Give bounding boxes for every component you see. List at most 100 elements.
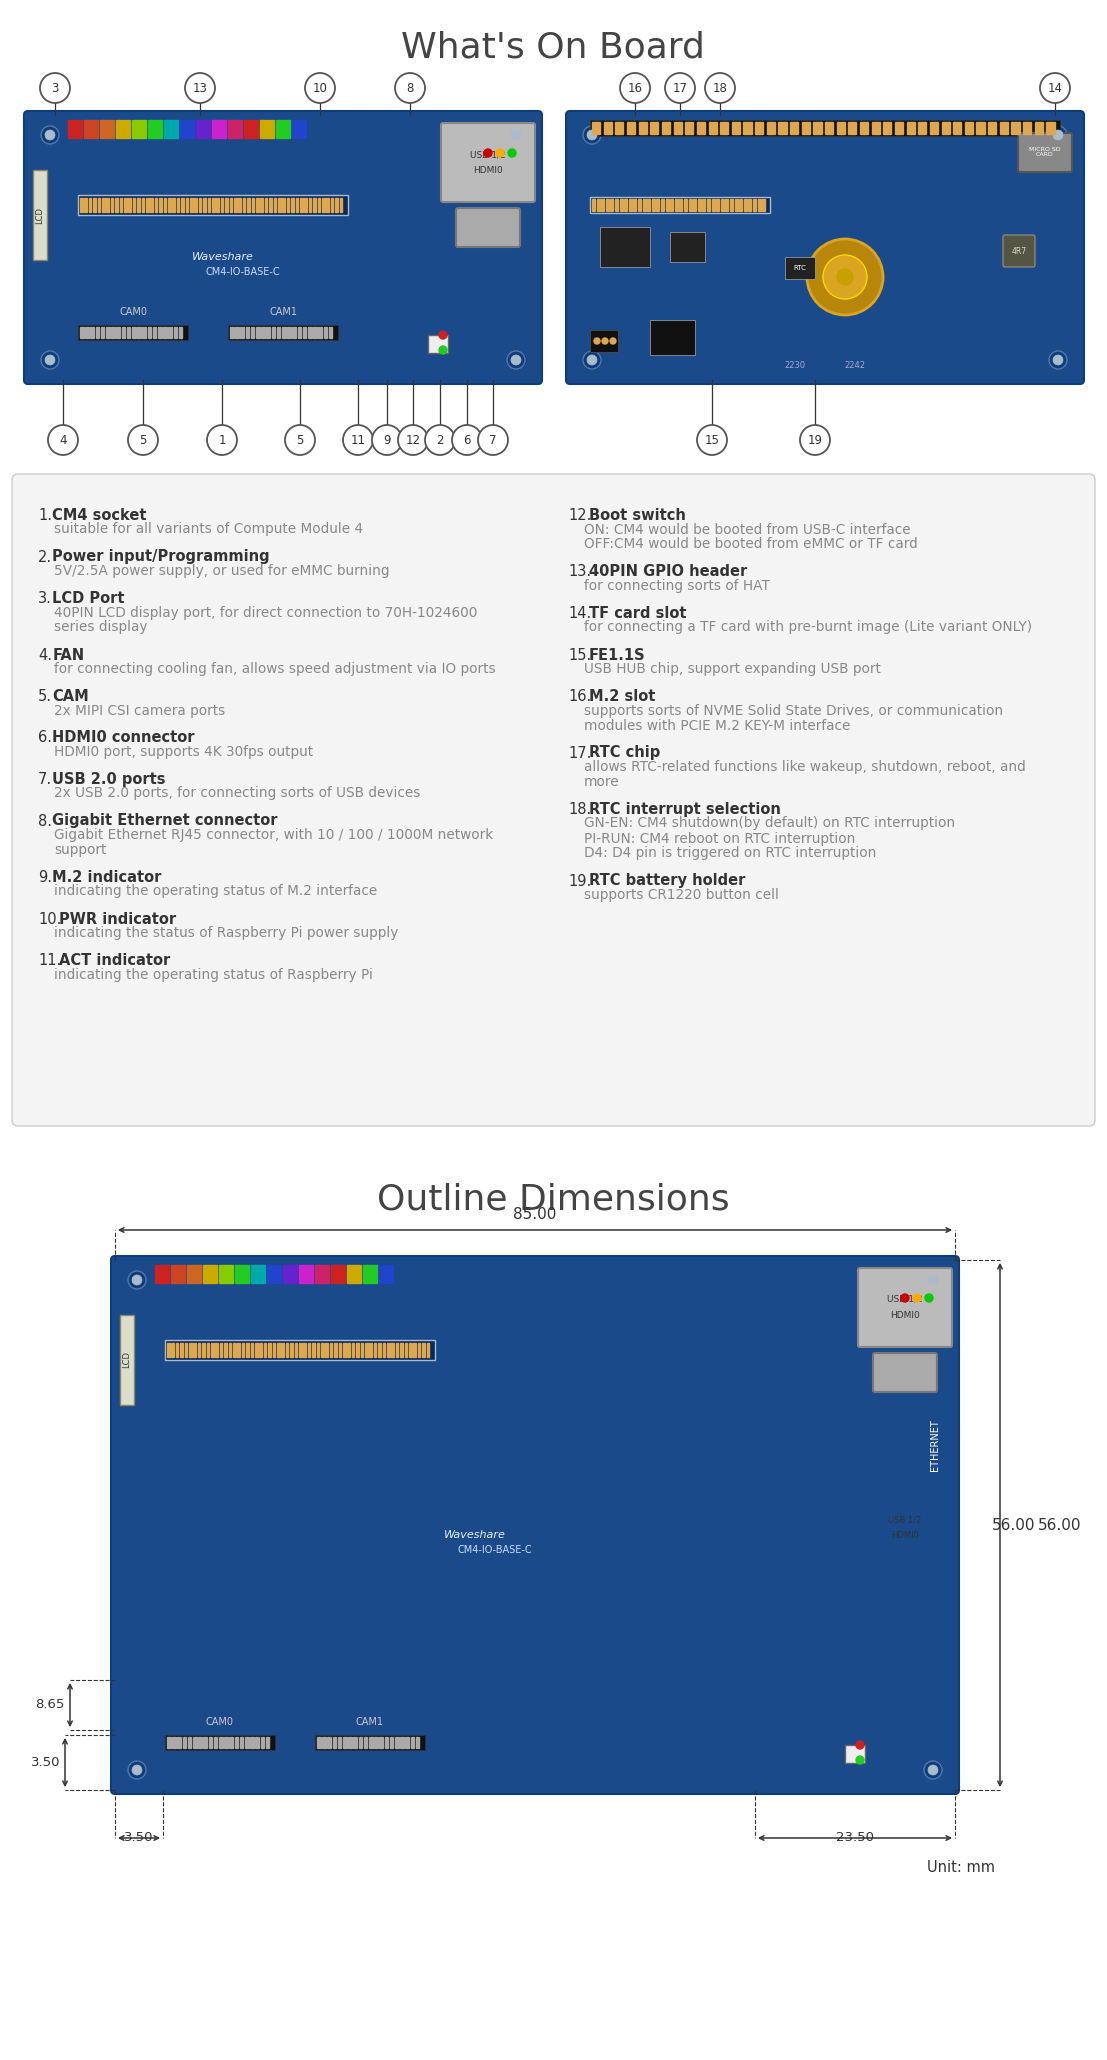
Circle shape [40,72,70,103]
Bar [335,198,338,212]
Bar [298,328,301,338]
Circle shape [928,1765,938,1776]
Circle shape [583,126,601,144]
Text: 16.: 16. [568,688,591,705]
Bar [1035,122,1043,134]
Text: 8.65: 8.65 [35,1700,65,1712]
Bar [168,328,172,338]
Text: 23.50: 23.50 [836,1831,875,1844]
Bar [266,1737,269,1749]
Bar [848,122,857,134]
Bar [143,328,146,338]
Bar [426,1343,430,1358]
Bar [106,198,108,212]
Bar [142,198,144,212]
Bar [395,1737,399,1749]
Bar [240,328,244,338]
Circle shape [45,130,55,140]
Bar [325,1343,328,1358]
Text: Unit: mm: Unit: mm [927,1860,995,1875]
Bar [428,336,448,352]
Bar [281,1343,283,1358]
Bar [918,122,927,134]
Bar [93,198,95,212]
Bar [127,328,131,338]
Text: RTC: RTC [794,266,806,272]
Text: CAM0: CAM0 [206,1716,234,1726]
Bar [370,1343,372,1358]
Bar [396,1343,399,1358]
Bar [330,1343,332,1358]
Bar [172,1343,174,1358]
Circle shape [284,424,315,455]
Bar [380,1737,383,1749]
Bar [387,1343,390,1358]
Bar [84,198,87,212]
FancyBboxPatch shape [858,1269,952,1347]
Bar [267,328,270,338]
Bar [77,196,348,214]
Bar [670,233,705,262]
Bar [744,200,747,210]
Bar [91,328,94,338]
Circle shape [132,1275,142,1285]
Bar [220,198,224,212]
Text: supports CR1220 button cell: supports CR1220 button cell [584,888,779,902]
Bar [278,198,280,212]
Bar [97,198,100,212]
Circle shape [697,424,727,455]
Bar [422,1343,425,1358]
Bar [182,198,184,212]
Text: 5V/2.5A power supply, or used for eMMC burning: 5V/2.5A power supply, or used for eMMC b… [54,564,390,579]
Text: 2.: 2. [38,550,52,564]
Text: 2230: 2230 [785,360,806,369]
Text: Outline Dimensions: Outline Dimensions [376,1182,730,1217]
Bar [763,200,765,210]
Bar [606,200,609,210]
Bar [173,198,175,212]
Text: 13.: 13. [568,564,591,579]
Bar [260,1737,265,1749]
Bar [115,198,117,212]
Text: 2: 2 [436,433,444,447]
Bar [196,119,209,138]
Bar [404,1343,407,1358]
Bar [179,328,183,338]
Bar [256,198,259,212]
Text: 17.: 17. [568,746,591,760]
Bar [292,328,296,338]
Bar [261,328,265,338]
Bar [976,122,984,134]
Circle shape [665,72,695,103]
Bar [124,198,126,212]
FancyBboxPatch shape [111,1257,959,1794]
Bar [163,328,167,338]
Bar [89,198,91,212]
Bar [642,200,645,210]
Bar [401,1737,404,1749]
Bar [137,328,141,338]
Text: 19.: 19. [568,873,591,888]
Bar [214,1737,217,1749]
Text: USB 1/2: USB 1/2 [889,1516,922,1524]
Bar [708,122,716,134]
Bar [801,122,810,134]
Circle shape [207,424,237,455]
Bar [256,328,259,338]
Bar [941,122,950,134]
Bar [303,1343,306,1358]
Text: support: support [54,843,106,857]
Bar [721,200,724,210]
Circle shape [372,424,402,455]
Text: CAM0: CAM0 [118,307,147,317]
Bar [374,1737,377,1749]
Bar [170,1265,185,1283]
Bar [204,198,206,212]
Bar [332,1737,337,1749]
Text: ETHERNET: ETHERNET [930,1419,940,1471]
Bar [190,198,193,212]
Bar [237,1343,240,1358]
Text: CM4-IO-BASE-C: CM4-IO-BASE-C [206,268,280,276]
Bar [340,198,342,212]
Bar [845,1745,865,1763]
